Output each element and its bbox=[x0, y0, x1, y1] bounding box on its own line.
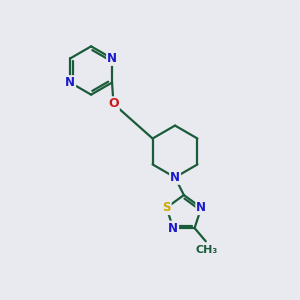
Text: N: N bbox=[65, 76, 75, 89]
Text: S: S bbox=[162, 201, 171, 214]
Text: N: N bbox=[196, 201, 206, 214]
Text: N: N bbox=[168, 222, 178, 235]
Text: N: N bbox=[170, 171, 180, 184]
Text: O: O bbox=[108, 97, 119, 110]
Text: CH₃: CH₃ bbox=[196, 245, 218, 255]
Text: N: N bbox=[107, 52, 117, 65]
